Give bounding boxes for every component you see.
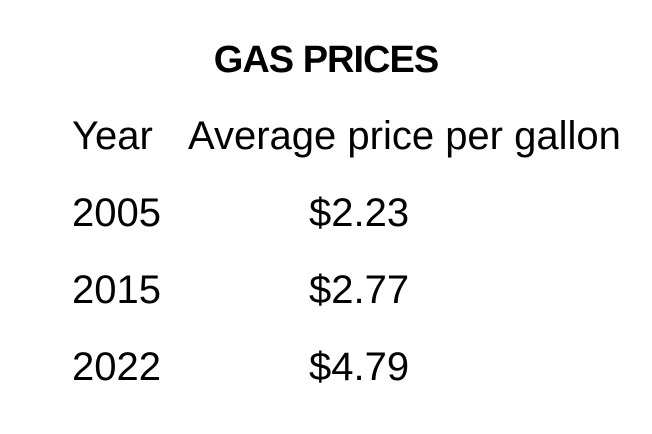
price-cell: $2.23 xyxy=(309,191,410,235)
page-title: GAS PRICES xyxy=(213,38,439,81)
table-header-row: Year Average price per gallon xyxy=(0,98,652,175)
column-header-price: Average price per gallon xyxy=(188,114,621,158)
price-cell: $4.79 xyxy=(309,345,410,389)
price-cell: $2.77 xyxy=(309,268,410,312)
year-cell: 2015 xyxy=(72,268,161,312)
title-row: GAS PRICES xyxy=(0,0,652,98)
year-cell: 2005 xyxy=(72,191,161,235)
table-row: 2005 $2.23 xyxy=(0,175,652,252)
year-cell: 2022 xyxy=(72,345,161,389)
table-row: 2015 $2.77 xyxy=(0,252,652,329)
column-header-year: Year xyxy=(72,114,153,158)
table-row: 2022 $4.79 xyxy=(0,329,652,406)
